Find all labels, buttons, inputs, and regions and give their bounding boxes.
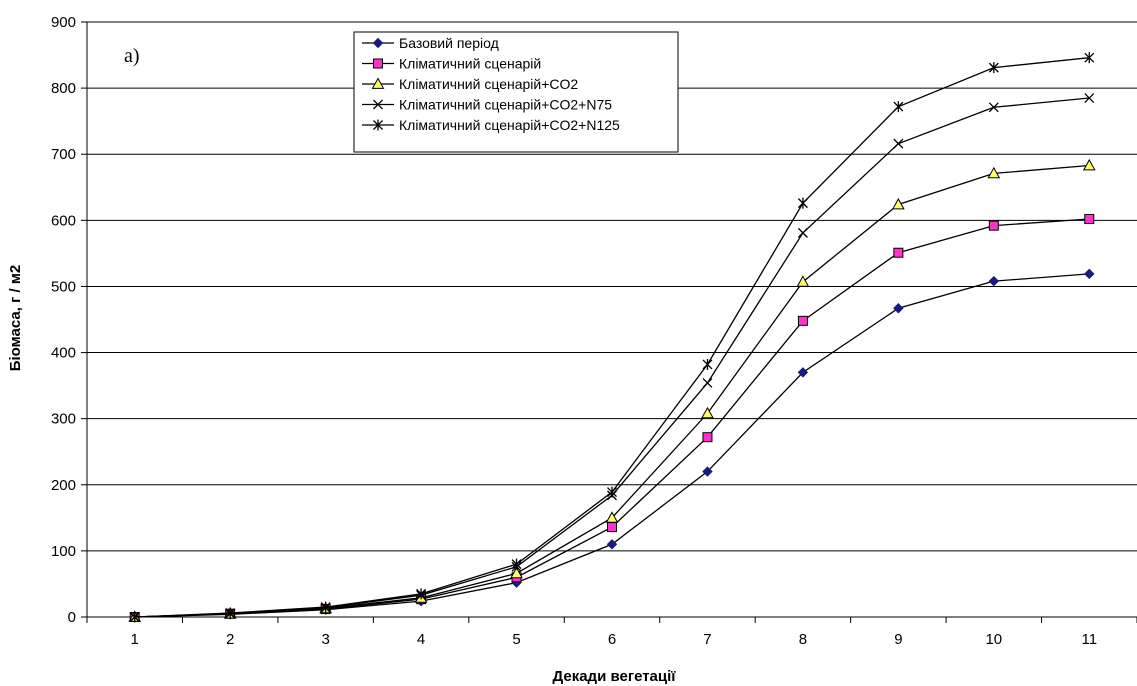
series-3-point-7 [701,406,714,419]
legend-box [353,31,679,153]
y-tick-label-800: 800 [51,80,76,97]
x-tick-label-3: 3 [321,631,329,648]
legend-label-5: Кліматичний сценарій+CO2+N125 [399,117,620,133]
series-2-point-6 [607,522,617,533]
series-1-point-6 [606,539,618,550]
series-5-point-1 [129,611,140,623]
series-1-point-11 [1084,268,1095,280]
x-tick-label-7: 7 [703,631,711,648]
grid-lines [87,21,1137,552]
series-5-point-9 [893,101,904,113]
series-3 [128,158,1096,622]
legend: Базовий період Кліматичний сценарій Клімат… [353,31,679,153]
panel-label: а) [124,45,140,67]
y-tick-label-900: 900 [51,14,76,31]
series-5-point-8 [797,197,808,209]
series-3-point-8 [796,275,810,287]
legend-label-3: Кліматичний сценарій+CO2 [399,76,578,92]
legend-label-4: Кліматичний сценарій+CO2+N75 [399,97,612,113]
y-tick-label-700: 700 [51,146,76,163]
y-tick-label-300: 300 [51,411,76,428]
series-1-point-8 [797,367,809,378]
series-1-point-7 [702,466,713,477]
legend-item-3: Кліматичний сценарій+CO2 [362,76,578,92]
series-5-point-6 [607,486,617,498]
x-tick-label-5: 5 [512,631,520,648]
series-5-point-7 [702,358,713,370]
legend-marker-4 [373,99,383,110]
legend-item-5: Кліматичний сценарій+CO2+N125 [362,117,620,133]
y-axis-title: Біомаса, г / м2 [7,265,24,372]
legend-marker-3 [371,77,385,89]
series-3-point-11 [1082,158,1096,171]
series-5 [129,52,1095,623]
series-1-point-10 [988,275,1000,287]
series [128,52,1096,623]
y-tick-label-500: 500 [51,278,76,295]
series-2-point-10 [988,220,999,231]
series-3-point-9 [892,197,905,210]
x-tick-labels: 1 2 3 4 5 6 7 8 9 10 11 [131,631,1098,648]
series-4-point-11 [1084,93,1095,103]
legend-label-2: Кліматичний сценарій [399,56,541,72]
series-2-point-9 [893,247,904,258]
y-tick-label-200: 200 [51,477,76,494]
x-axis-title: Декади вегетації [552,668,676,685]
series-2-point-8 [797,315,808,326]
x-tick-label-1: 1 [131,631,139,648]
legend-item-4: Кліматичний сценарій+CO2+N75 [362,97,612,113]
series-5-point-2 [225,607,236,619]
series-2 [129,214,1095,622]
y-tick-labels: 0 100 200 300 400 500 600 700 800 900 [51,14,76,626]
series-4-point-9 [893,138,904,149]
x-tick-label-6: 6 [608,631,616,648]
series-5-point-3 [320,601,331,613]
x-tick-label-11: 11 [1081,631,1097,648]
series-1-point-9 [893,303,904,314]
legend-marker-5 [373,119,383,131]
x-tick-label-9: 9 [894,631,902,648]
series-4-point-7 [702,378,713,388]
series-3-point-6 [605,511,619,523]
x-tick-label-10: 10 [985,631,1002,648]
series-4-point-8 [797,227,808,238]
x-tick-label-2: 2 [226,631,234,648]
series-2-point-7 [702,432,713,443]
x-tick-label-8: 8 [799,631,807,648]
series-3-point-5 [510,566,523,579]
axes [81,21,1137,623]
series-5-point-11 [1084,52,1095,64]
series-5-point-4 [416,588,427,600]
y-tick-label-400: 400 [51,345,76,362]
series-4-point-10 [988,102,999,113]
series-1-line [134,273,1090,618]
series-2-point-11 [1084,214,1095,225]
y-tick-label-0: 0 [68,609,76,626]
series-1 [129,268,1095,623]
x-tick-label-4: 4 [417,631,425,648]
legend-item-1: Базовий період [362,35,499,51]
series-5-point-10 [988,62,999,74]
legend-marker-2 [373,58,383,69]
legend-item-2: Кліматичний сценарій [362,56,541,72]
y-tick-label-100: 100 [51,543,76,560]
legend-marker-1 [372,37,384,49]
legend-label-1: Базовий період [399,35,499,51]
series-2-line [134,218,1090,618]
series-3-point-10 [987,166,1001,179]
series-5-point-5 [511,558,522,570]
y-tick-label-600: 600 [51,212,76,229]
